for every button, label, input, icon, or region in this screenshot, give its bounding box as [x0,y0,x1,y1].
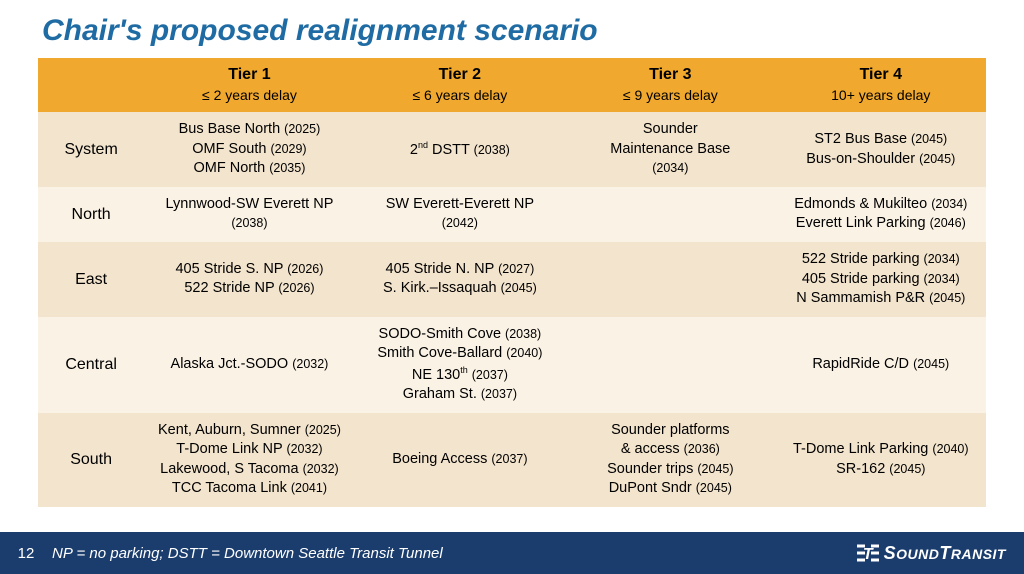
table-row: East405 Stride S. NP (2026)522 Stride NP… [38,242,986,317]
table-row: NorthLynnwood-SW Everett NP(2038)SW Ever… [38,187,986,242]
table-cell: 405 Stride N. NP (2027)S. Kirk.–Issaquah… [355,242,565,317]
svg-text:T: T [862,546,873,563]
row-label: System [38,112,144,187]
row-label: South [38,413,144,507]
table-cell: SW Everett-Everett NP(2042) [355,187,565,242]
corner-cell [38,58,144,112]
table-cell [565,317,775,413]
table-row: CentralAlaska Jct.-SODO (2032)SODO-Smith… [38,317,986,413]
realignment-table: Tier 1≤ 2 years delay Tier 2≤ 6 years de… [38,58,986,507]
table-cell: ST2 Bus Base (2045)Bus-on-Shoulder (2045… [776,112,986,187]
table-cell: Sounder platforms& access (2036)Sounder … [565,413,775,507]
soundtransit-icon: T [855,542,881,564]
brand-logo: T SOUNDTRANSIT [855,532,1006,574]
col-tier3: Tier 3≤ 9 years delay [565,58,775,112]
table-row: SystemBus Base North (2025)OMF South (20… [38,112,986,187]
table-cell [565,187,775,242]
row-label: North [38,187,144,242]
slide-title: Chair's proposed realignment scenario [0,0,1024,58]
table-cell: SounderMaintenance Base(2034) [565,112,775,187]
table-body: SystemBus Base North (2025)OMF South (20… [38,112,986,507]
table-cell: 405 Stride S. NP (2026)522 Stride NP (20… [144,242,354,317]
table-cell: T-Dome Link Parking (2040)SR-162 (2045) [776,413,986,507]
table-row: SouthKent, Auburn, Sumner (2025)T-Dome L… [38,413,986,507]
table-cell: Bus Base North (2025)OMF South (2029)OMF… [144,112,354,187]
table-cell: Boeing Access (2037) [355,413,565,507]
row-label: Central [38,317,144,413]
col-tier2: Tier 2≤ 6 years delay [355,58,565,112]
page-number: 12 [0,545,52,562]
row-label: East [38,242,144,317]
table-cell: Lynnwood-SW Everett NP(2038) [144,187,354,242]
table-cell: Alaska Jct.-SODO (2032) [144,317,354,413]
col-tier4: Tier 410+ years delay [776,58,986,112]
col-tier1: Tier 1≤ 2 years delay [144,58,354,112]
legend-text: NP = no parking; DSTT = Downtown Seattle… [52,545,443,562]
table-cell: Edmonds & Mukilteo (2034)Everett Link Pa… [776,187,986,242]
footer-bar: 12 NP = no parking; DSTT = Downtown Seat… [0,532,1024,574]
table-cell: Kent, Auburn, Sumner (2025)T-Dome Link N… [144,413,354,507]
table-cell: 522 Stride parking (2034)405 Stride park… [776,242,986,317]
table-cell: SODO-Smith Cove (2038)Smith Cove-Ballard… [355,317,565,413]
table-cell: 2nd DSTT (2038) [355,112,565,187]
table-cell: RapidRide C/D (2045) [776,317,986,413]
table-cell [565,242,775,317]
